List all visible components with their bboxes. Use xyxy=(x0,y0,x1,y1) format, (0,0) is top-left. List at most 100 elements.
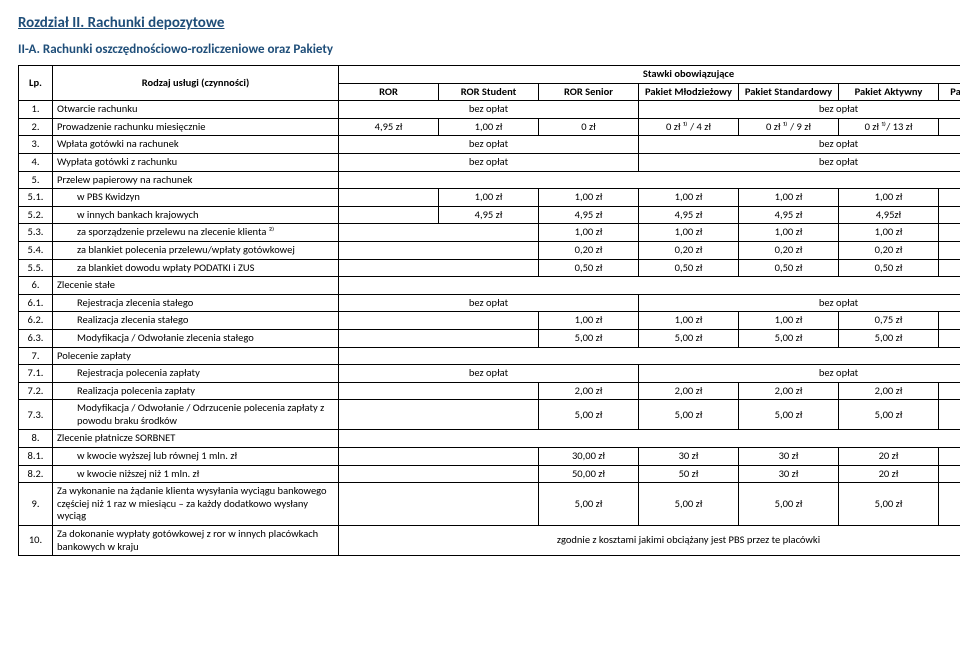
row-val: 1,00 zł xyxy=(539,224,639,242)
row-val: 30,00 zł xyxy=(539,448,639,466)
table-row: 7.1.Rejestracja polecenia zapłatybez opł… xyxy=(19,365,960,383)
row-val xyxy=(339,312,539,330)
row-val: 1,00 zł xyxy=(639,312,739,330)
row-desc: w kwocie wyższej lub równej 1 mln. zł xyxy=(53,448,339,466)
row-lp: 8.1. xyxy=(19,448,53,466)
row-val: 0,50 zł xyxy=(539,259,639,277)
table-row: 6.1.Rejestracja zlecenia stałegobez opła… xyxy=(19,294,960,312)
row-val xyxy=(339,465,539,483)
row-val: 5,00 zł xyxy=(839,483,939,526)
row-desc: Przelew papierowy na rachunek xyxy=(53,171,339,189)
row-val: 2,00 zł xyxy=(839,382,939,400)
row-val: 50 zł xyxy=(639,465,739,483)
row-lp: 5.4. xyxy=(19,241,53,259)
row-lp: 6. xyxy=(19,277,53,295)
row-val: 30 zł xyxy=(739,448,839,466)
row-blank xyxy=(339,347,960,365)
table-row: 5.4.za blankiet polecenia przelewu/wpłat… xyxy=(19,241,960,259)
row-lp: 7.3. xyxy=(19,400,53,430)
row-span1: bez opłat xyxy=(339,365,639,383)
header-col: Pakiet Prestiżowy xyxy=(939,83,960,101)
table-row: 4.Wypłata gotówki z rachunkubez opłatbez… xyxy=(19,153,960,171)
row-val: 0 zł xyxy=(539,118,639,136)
table-row: 5.5.za blankiet dowodu wpłaty PODATKI i … xyxy=(19,259,960,277)
row-desc: Rejestracja polecenia zapłaty xyxy=(53,365,339,383)
row-val: 5,00 zł xyxy=(539,400,639,430)
row-val: 0,20 zł xyxy=(639,241,739,259)
row-val: 50,00 zł xyxy=(539,465,639,483)
row-lp: 8.2. xyxy=(19,465,53,483)
row-val: 0,50 zł xyxy=(839,259,939,277)
row-val: 0,20 zł xyxy=(939,241,960,259)
header-col: ROR Student xyxy=(439,83,539,101)
table-row: 9.Za wykonanie na żądanie klienta wysyła… xyxy=(19,483,960,526)
fees-table: Lp. Rodzaj usługi (czynności) Stawki obo… xyxy=(18,65,960,556)
chapter-title: Rozdział II. Rachunki depozytowe xyxy=(18,14,942,32)
row-val: 5,00 zł xyxy=(939,400,960,430)
table-row: 1.Otwarcie rachunkubez opłatbez opłat xyxy=(19,101,960,119)
row-val: 0,50 zł xyxy=(739,259,839,277)
header-desc: Rodzaj usługi (czynności) xyxy=(53,66,339,101)
row-lp: 6.2. xyxy=(19,312,53,330)
table-header: Lp. Rodzaj usługi (czynności) Stawki obo… xyxy=(19,66,960,101)
row-desc: za blankiet dowodu wpłaty PODATKI i ZUS xyxy=(53,259,339,277)
header-col: Pakiet Młodzieżowy xyxy=(639,83,739,101)
row-val: 4,95 zł xyxy=(939,206,960,224)
row-blank xyxy=(339,277,960,295)
row-val: 1,00 zł xyxy=(639,189,739,207)
row-val: 5,00 zł xyxy=(839,400,939,430)
row-desc: Modyfikacja / Odwołanie zlecenia stałego xyxy=(53,329,339,347)
row-val: 1,00 zł xyxy=(939,224,960,242)
row-val: 5,00 zł xyxy=(539,329,639,347)
header-col: Pakiet Standardowy xyxy=(739,83,839,101)
table-row: 8.2.w kwocie niższej niż 1 mln. zł 50,00 … xyxy=(19,465,960,483)
row-val: 0 zł xyxy=(939,312,960,330)
row-desc: Otwarcie rachunku xyxy=(53,101,339,119)
row-desc: w kwocie niższej niż 1 mln. zł xyxy=(53,465,339,483)
table-body: 1.Otwarcie rachunkubez opłatbez opłat2.P… xyxy=(19,101,960,556)
row-val: 20 zł xyxy=(839,465,939,483)
row-val: 5,00 zł xyxy=(539,483,639,526)
row-val: 15 zł xyxy=(939,448,960,466)
row-desc: Wpłata gotówki na rachunek xyxy=(53,136,339,154)
row-span2: bez opłat xyxy=(639,294,960,312)
row-val: 4,95 zł xyxy=(739,206,839,224)
row-lp: 10. xyxy=(19,526,53,556)
row-desc: Wypłata gotówki z rachunku xyxy=(53,153,339,171)
row-val: 0,20 zł xyxy=(739,241,839,259)
row-val: 5,00 zł xyxy=(739,483,839,526)
row-lp: 5. xyxy=(19,171,53,189)
row-val: 0 zł ¹⁾/ 13 zł xyxy=(839,118,939,136)
header-col: Pakiet Aktywny xyxy=(839,83,939,101)
table-row: 10.Za dokonanie wypłaty gotówkowej z ror… xyxy=(19,526,960,556)
row-blank xyxy=(339,171,960,189)
row-val: 1,00 zł xyxy=(739,224,839,242)
row-val xyxy=(339,400,539,430)
table-row: 6.2.Realizacja zlecenia stałego1,00 zł1,… xyxy=(19,312,960,330)
row-val: 0,20 zł xyxy=(839,241,939,259)
row-val: 30 zł xyxy=(639,448,739,466)
row-val: 5,00 zł xyxy=(739,329,839,347)
row-lp: 4. xyxy=(19,153,53,171)
table-row: 6.3.Modyfikacja / Odwołanie zlecenia sta… xyxy=(19,329,960,347)
table-row: 8.Zlecenie płatnicze SORBNET xyxy=(19,430,960,448)
row-span2: bez opłat xyxy=(639,153,960,171)
row-val xyxy=(339,483,539,526)
row-desc: Realizacja zlecenia stałego xyxy=(53,312,339,330)
row-span1: bez opłat xyxy=(339,294,639,312)
row-lp: 9. xyxy=(19,483,53,526)
row-val: 4,95 zł xyxy=(339,118,439,136)
row-val xyxy=(339,241,539,259)
header-col: ROR Senior xyxy=(539,83,639,101)
section-title: II-A. Rachunki oszczędnościowo-rozliczen… xyxy=(18,42,942,57)
row-val: 5,00 zł xyxy=(839,329,939,347)
row-val: 0,75 zł xyxy=(839,312,939,330)
row-desc: w innych bankach krajowych xyxy=(53,206,339,224)
row-val: 1,00 zł xyxy=(839,224,939,242)
row-val: 4,95 zł xyxy=(639,206,739,224)
row-full-span: zgodnie z kosztami jakimi obciążany jest… xyxy=(339,526,960,556)
row-val: 4,95 zł xyxy=(539,206,639,224)
table-row: 5.2.w innych bankach krajowych4,95 zł4,9… xyxy=(19,206,960,224)
row-val: 0,20 zł xyxy=(539,241,639,259)
row-desc: Modyfikacja / Odwołanie / Odrzucenie pol… xyxy=(53,400,339,430)
